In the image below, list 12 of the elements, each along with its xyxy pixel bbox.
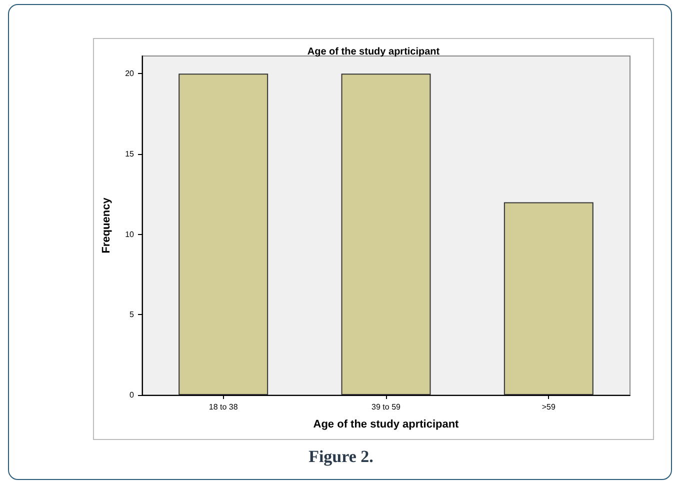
x-tick-label: 18 to 38 <box>208 402 238 412</box>
caption: Figure 2. <box>308 447 374 467</box>
y-tick-label: 20 <box>125 69 135 78</box>
chart-title: Age of the study aprticipant <box>307 46 440 58</box>
y-tick-label: 0 <box>130 390 135 400</box>
x-axis-title: Age of the study aprticipant <box>313 418 460 430</box>
x-tick-label: >59 <box>542 402 556 412</box>
x-tick-label: 39 to 59 <box>372 402 402 412</box>
y-axis-title: Frequency <box>100 196 112 254</box>
y-tick-label: 5 <box>130 310 135 320</box>
y-tick-label: 10 <box>125 230 135 239</box>
y-tick-label: 15 <box>125 150 135 159</box>
